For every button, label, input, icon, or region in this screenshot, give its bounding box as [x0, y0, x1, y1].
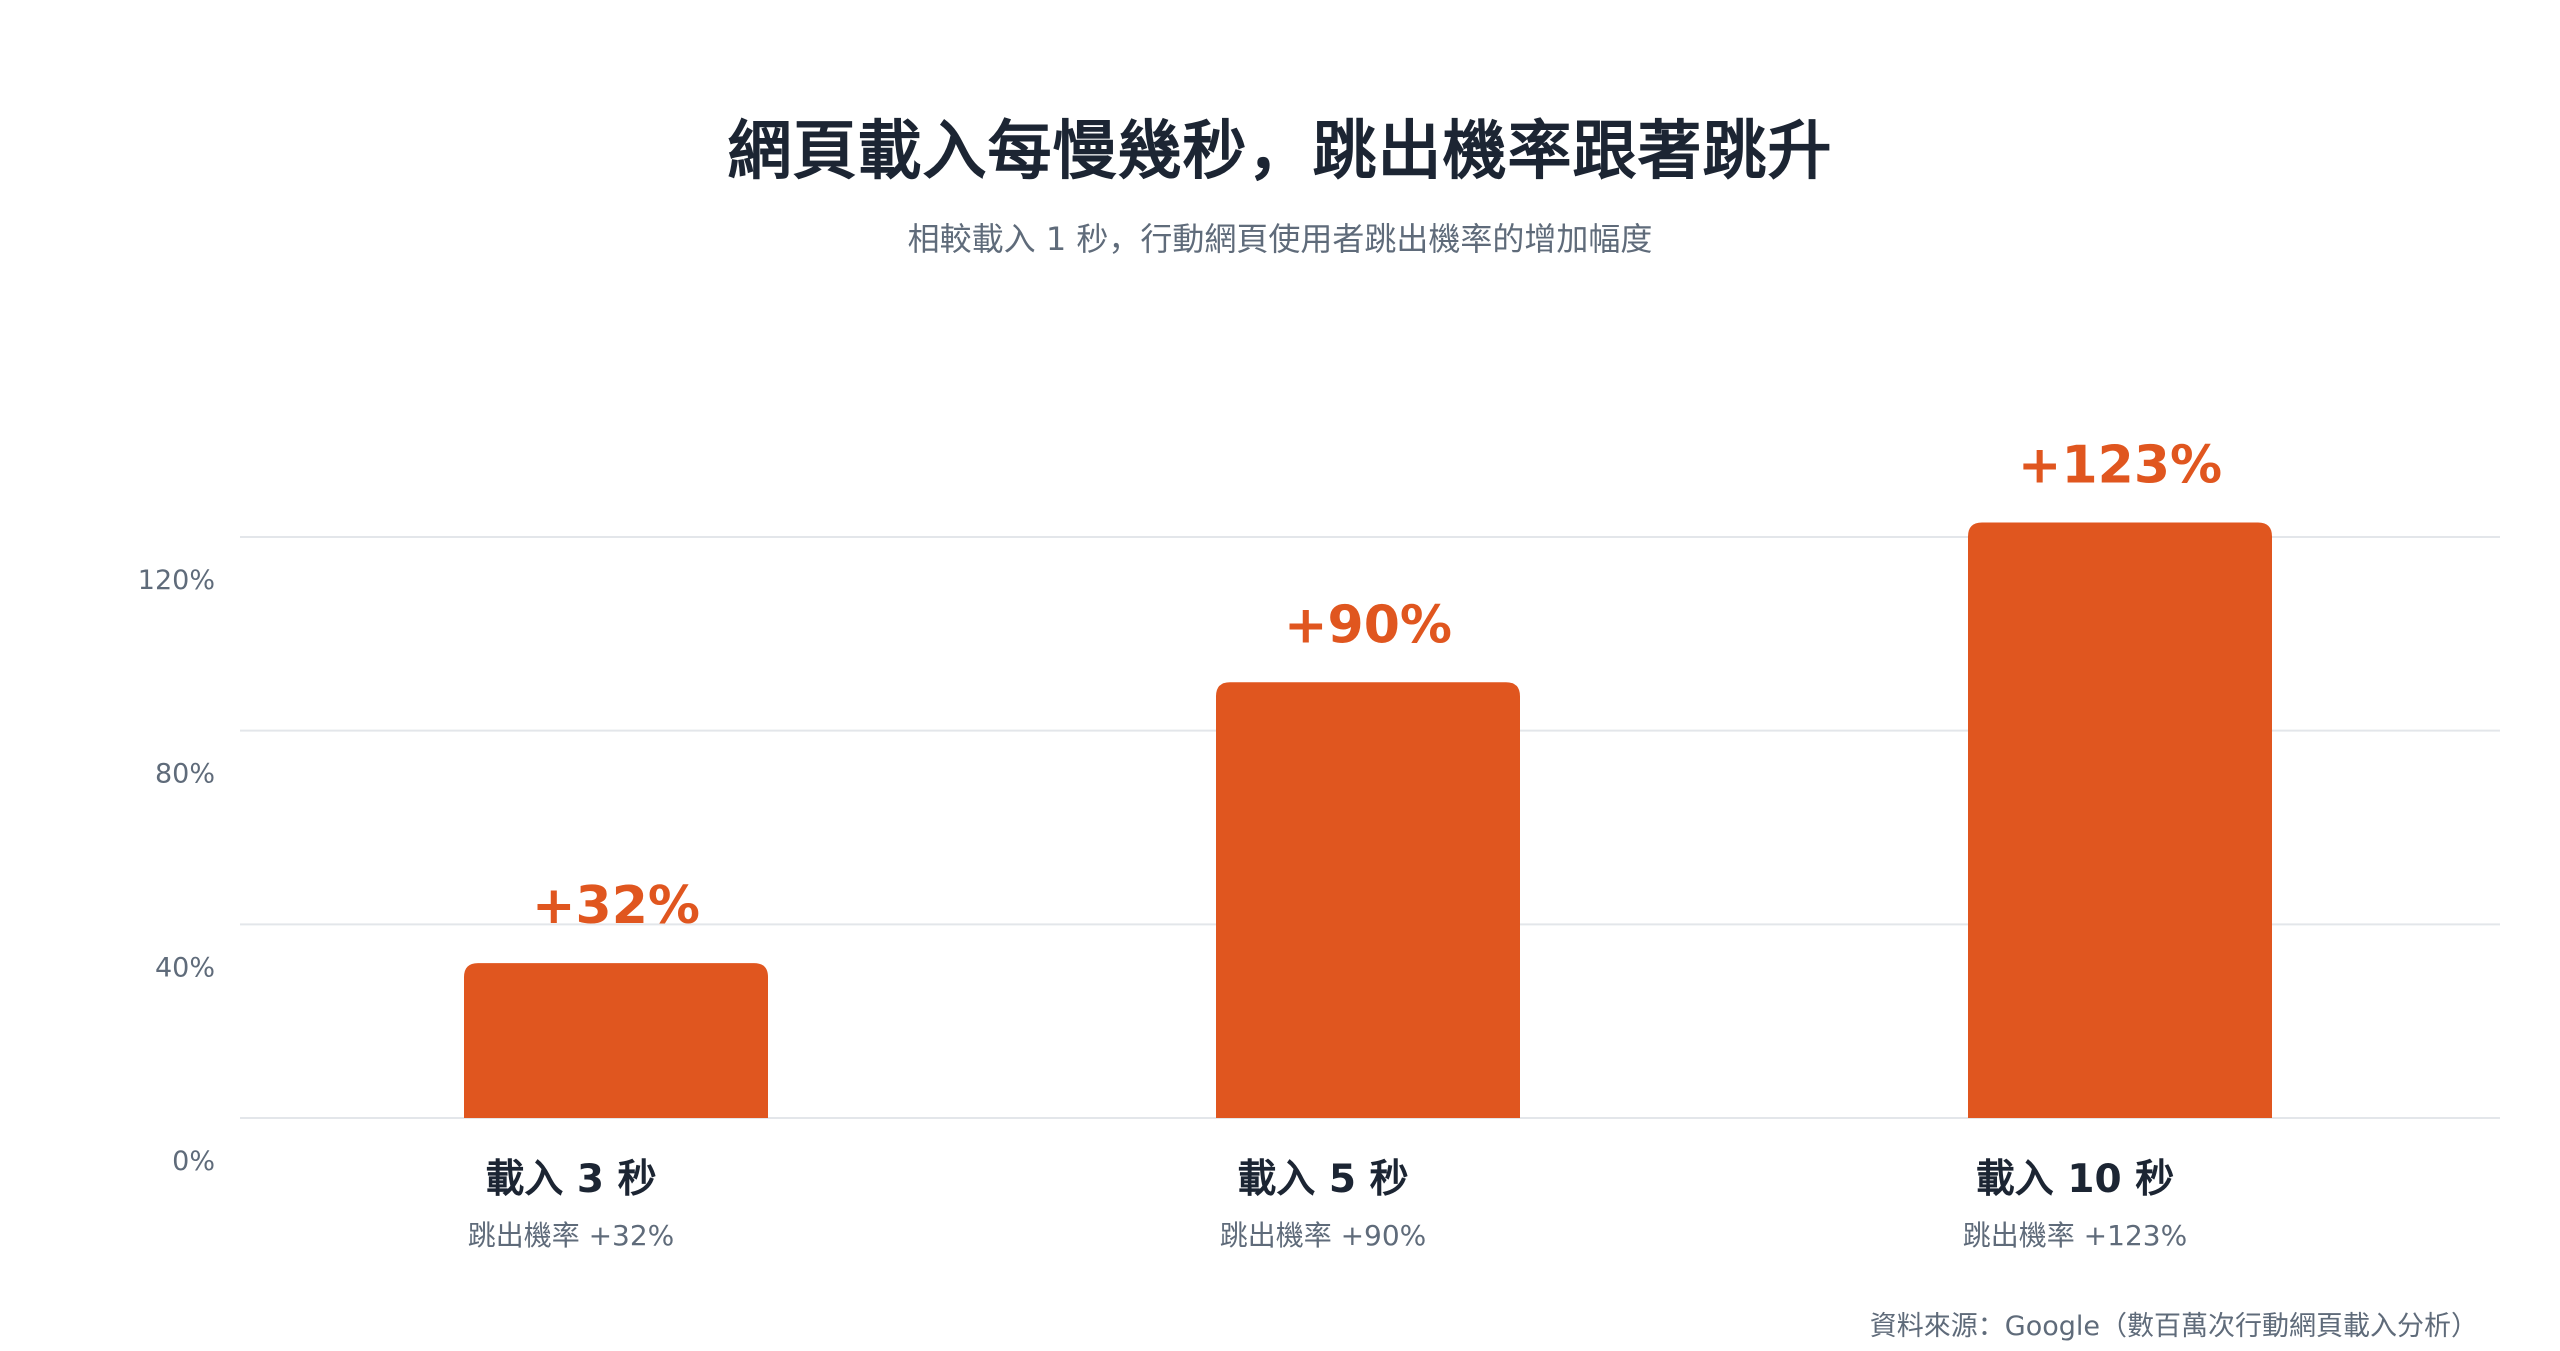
category-sublabel: 跳出機率 +123%: [1963, 1219, 2187, 1252]
category-sublabel: 跳出機率 +90%: [1220, 1219, 1427, 1252]
bar-data-label: +90%: [1284, 595, 1452, 655]
category-label: 載入 10 秒: [1976, 1157, 2174, 1202]
chart-title: 網頁載入每慢幾秒，跳出機率跟著跳升: [727, 115, 1833, 189]
category-label: 載入 5 秒: [1237, 1157, 1408, 1202]
y-tick-label: 0%: [172, 1146, 215, 1177]
bar: [1216, 682, 1520, 1118]
y-tick-label: 40%: [155, 952, 215, 983]
chart-subtitle: 相較載入 1 秒，行動網頁使用者跳出機率的增加幅度: [907, 220, 1653, 258]
y-tick-label: 80%: [155, 759, 215, 790]
bar: [1968, 522, 2272, 1118]
source-note: 資料來源：Google（數百萬次行動網頁載入分析）: [1869, 1311, 2478, 1342]
bar: [464, 963, 768, 1118]
bar-data-label: +32%: [532, 876, 700, 936]
category-label: 載入 3 秒: [485, 1157, 656, 1202]
bar-data-label: +123%: [2018, 435, 2222, 495]
category-sublabel: 跳出機率 +32%: [468, 1219, 675, 1252]
y-tick-label: 120%: [138, 565, 215, 596]
